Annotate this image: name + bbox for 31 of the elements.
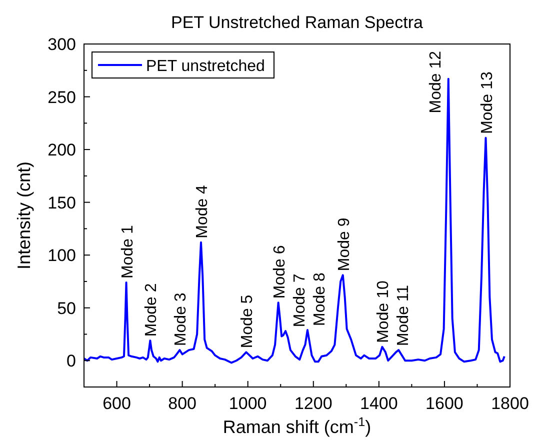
y-tick-label: 300 — [48, 35, 76, 54]
x-tick-label: 600 — [102, 394, 131, 413]
annotation: Mode 13 — [478, 72, 496, 134]
x-tick-label: 1400 — [360, 394, 398, 413]
y-tick-label: 200 — [48, 140, 76, 160]
annotation: Mode 12 — [427, 50, 444, 114]
y-tick-label: 250 — [48, 88, 76, 107]
annotation: Mode 7 — [291, 274, 308, 328]
annotation: Mode 6 — [271, 245, 288, 299]
x-tick-label: 1000 — [228, 394, 267, 413]
y-tick-label: 0 — [66, 352, 76, 371]
annotation: Mode 8 — [311, 272, 328, 326]
y-axis-title: Intensity (cnt) — [14, 161, 34, 270]
y-tick-label: 150 — [48, 193, 76, 212]
y-tick-label: 100 — [48, 246, 76, 266]
annotation: Mode 3 — [172, 292, 190, 346]
chart-title: PET Unstretched Raman Spectra — [171, 13, 424, 32]
x-tick-label: 800 — [168, 394, 196, 413]
annotation: Mode 2 — [143, 283, 160, 337]
annotation: Mode 10 — [375, 280, 392, 343]
y-tick-label: 50 — [57, 298, 76, 318]
x-axis-title: Raman shift (cm$^{-1}$) — [222, 415, 372, 437]
legend-label: PET unstretched — [146, 58, 265, 75]
annotation: Mode 1 — [119, 225, 136, 279]
x-tick-label: 1200 — [294, 394, 332, 413]
x-tick-label: 1800 — [491, 394, 529, 413]
annotation: Mode 11 — [395, 284, 412, 346]
x-tick-label: 1600 — [426, 394, 464, 413]
annotation: Mode 4 — [194, 184, 211, 238]
annotation: Mode 9 — [336, 218, 353, 272]
annotation: Mode 5 — [239, 294, 256, 348]
